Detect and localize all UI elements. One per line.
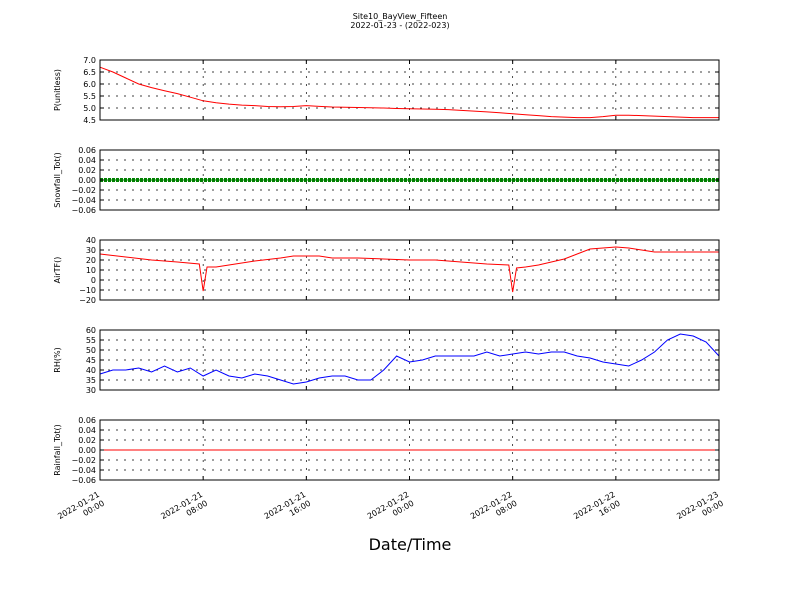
y-tick-label: −0.06 bbox=[71, 476, 96, 485]
y-tick-label: −0.04 bbox=[71, 196, 96, 205]
chart-subtitle: 2022-01-23 - (2022-023) bbox=[350, 21, 449, 30]
y-tick-label: 30 bbox=[86, 386, 96, 395]
y-tick-label: 7.0 bbox=[83, 56, 96, 65]
y-tick-label: 6.0 bbox=[83, 80, 96, 89]
y-tick-label: −0.02 bbox=[71, 186, 96, 195]
y-tick-label: 55 bbox=[86, 336, 96, 345]
y-tick-label: 6.5 bbox=[83, 68, 96, 77]
y-tick-label: 0.02 bbox=[78, 436, 96, 445]
subplot-5: −0.06−0.04−0.020.000.020.040.06 Rainfall_… bbox=[53, 416, 720, 485]
y-tick-label: 50 bbox=[86, 346, 96, 355]
y-tick-label: 20 bbox=[86, 256, 96, 265]
y-tick-label: 0 bbox=[91, 276, 96, 285]
x-tick-label: 2022-01-2108:00 bbox=[159, 490, 209, 530]
y-tick-label: 10 bbox=[86, 266, 96, 275]
y-tick-label: 0.02 bbox=[78, 166, 96, 175]
y-tick-label: −20 bbox=[79, 296, 96, 305]
x-tick-label: 2022-01-2100:00 bbox=[56, 490, 106, 530]
y-tick-label: 0.04 bbox=[78, 426, 96, 435]
y-axis-label: P(unitless) bbox=[53, 69, 62, 111]
y-tick-label: 60 bbox=[86, 326, 96, 335]
x-tick-label: 2022-01-2216:00 bbox=[572, 490, 622, 530]
y-tick-label: 35 bbox=[86, 376, 96, 385]
y-tick-label: 5.5 bbox=[83, 92, 96, 101]
y-tick-label: 0.06 bbox=[78, 146, 96, 155]
x-tick-label: 2022-01-2200:00 bbox=[366, 490, 416, 530]
y-axis-label: Rainfall_Tot() bbox=[53, 424, 62, 476]
subplot-1: 4.5 5.0 5.5 6.0 6.5 7.0 P(unitless) bbox=[53, 56, 720, 125]
y-axis-label: Snowfall_Tot() bbox=[53, 152, 62, 208]
y-axis-label: AirTF() bbox=[53, 257, 62, 284]
y-tick-label: 4.5 bbox=[83, 116, 96, 125]
y-tick-label: −0.02 bbox=[71, 456, 96, 465]
y-tick-label: 40 bbox=[86, 366, 96, 375]
x-axis-label: Date/Time bbox=[369, 535, 452, 554]
y-tick-label: 40 bbox=[86, 236, 96, 245]
y-axis-label: RH(%) bbox=[53, 347, 62, 372]
y-tick-label: 0.00 bbox=[78, 446, 96, 455]
x-tick-label: 2022-01-2208:00 bbox=[469, 490, 519, 530]
y-tick-label: −0.06 bbox=[71, 206, 96, 215]
subplot-2: −0.06−0.04−0.020.000.020.040.06 Snowfall_… bbox=[53, 146, 720, 215]
x-axis-ticks: 2022-01-2100:00 2022-01-2108:00 2022-01-21… bbox=[56, 490, 725, 530]
series-line bbox=[99, 333, 720, 385]
x-tick-label: 2022-01-2300:00 bbox=[675, 490, 725, 530]
subplots: 4.55.05.56.06.57.0P(unitless)−0.06−0.04−… bbox=[53, 56, 720, 485]
y-tick-label: 0.00 bbox=[78, 176, 96, 185]
chart-title: Site10_BayView_Fifteen bbox=[353, 12, 448, 21]
series-line bbox=[99, 66, 719, 119]
y-tick-label: 5.0 bbox=[83, 104, 96, 113]
y-tick-label: 45 bbox=[86, 356, 96, 365]
y-tick-label: −0.04 bbox=[71, 466, 96, 475]
y-tick-label: 0.04 bbox=[78, 156, 96, 165]
series-line bbox=[99, 246, 719, 293]
x-tick-label: 2022-01-2116:00 bbox=[263, 490, 313, 530]
y-tick-label: −10 bbox=[79, 286, 96, 295]
y-tick-label: 0.06 bbox=[78, 416, 96, 425]
y-tick-label: 30 bbox=[86, 246, 96, 255]
